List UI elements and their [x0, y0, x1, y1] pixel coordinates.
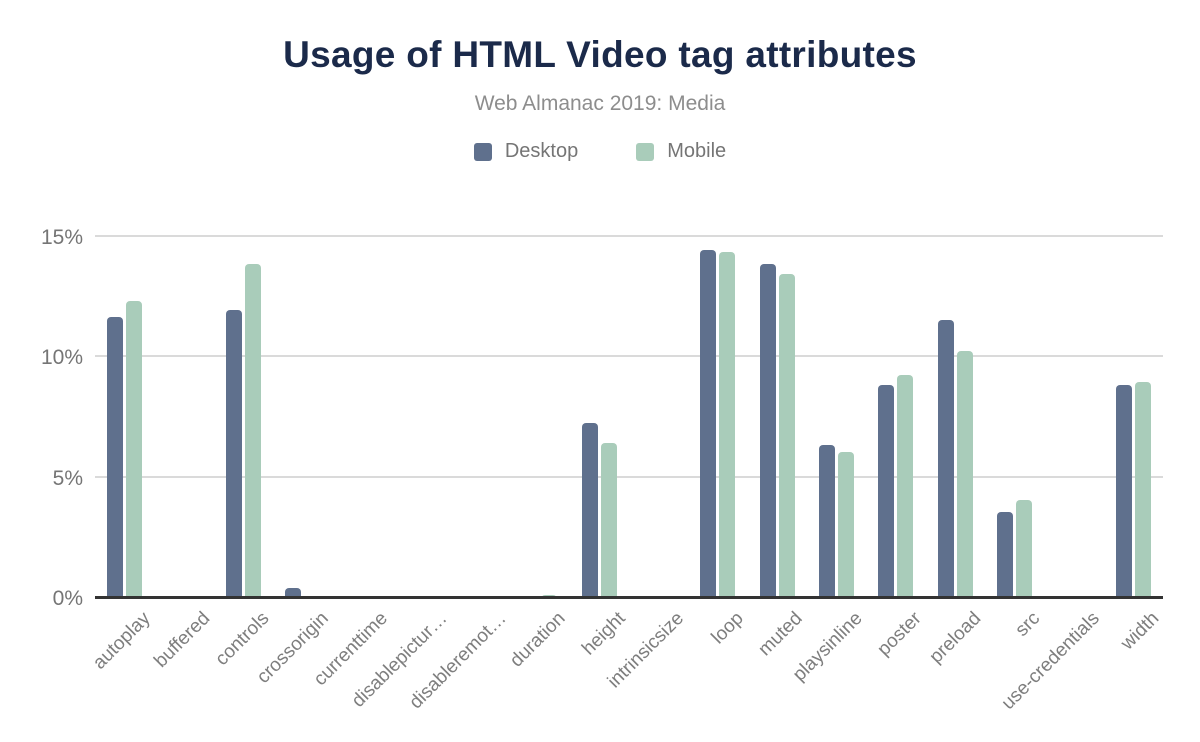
- bar-mobile-muted[interactable]: [778, 274, 795, 599]
- x-tick-label: buffered: [149, 608, 214, 672]
- gridline: [95, 355, 1163, 358]
- bar-group-controls: controls: [211, 238, 273, 670]
- bar-desktop-preload[interactable]: [937, 319, 954, 599]
- y-tick-label: 10%: [40, 346, 83, 370]
- bar-group-playsinline: playsinline: [789, 238, 866, 686]
- bar-desktop-src[interactable]: [997, 512, 1014, 599]
- bar-group-buffered: buffered: [150, 238, 214, 672]
- legend-label: Desktop: [504, 140, 579, 162]
- bar-group-crossorigin: crossorigin: [253, 238, 333, 688]
- bar-mobile-height[interactable]: [600, 442, 617, 599]
- x-tick-label: poster: [873, 608, 926, 661]
- legend-label: Mobile: [667, 140, 727, 162]
- bar-mobile-width[interactable]: [1134, 382, 1151, 599]
- bar-group-preload: preload: [925, 238, 985, 668]
- bar-mobile-autoplay[interactable]: [126, 300, 143, 599]
- legend: Desktop Mobile: [0, 140, 1200, 163]
- bar-group-muted: muted: [748, 238, 807, 660]
- bar-group-disablepictur: disablepictur…: [347, 238, 451, 712]
- x-axis-baseline: [95, 596, 1163, 599]
- y-tick-label: 0%: [52, 587, 83, 610]
- gridline: [95, 235, 1163, 237]
- bar-group-use-credentials: use-credentials: [998, 238, 1104, 714]
- x-tick-label: duration: [506, 608, 570, 672]
- chart-subtitle: Web Almanac 2019: Media: [474, 92, 726, 115]
- bar-desktop-height[interactable]: [581, 423, 598, 599]
- chart-figure: Usage of HTML Video tag attributes Web A…: [0, 34, 1200, 742]
- bar-desktop-width[interactable]: [1115, 384, 1132, 599]
- x-tick-label: src: [1011, 608, 1045, 641]
- bar-desktop-crossorigin[interactable]: [285, 588, 302, 599]
- bar-group-intrinsicsize: intrinsicsize: [604, 238, 688, 692]
- bar-mobile-loop[interactable]: [719, 252, 736, 599]
- x-tick-label: preload: [925, 608, 986, 668]
- x-tick-label: muted: [754, 608, 808, 661]
- bar-desktop-poster[interactable]: [878, 384, 895, 599]
- y-tick-label: 5%: [52, 466, 83, 490]
- bar-group-poster: poster: [866, 238, 926, 660]
- x-tick-label: autoplay: [88, 608, 155, 674]
- bar-mobile-preload[interactable]: [956, 351, 973, 599]
- bar-group-width: width: [1104, 238, 1163, 654]
- bar-group-src: src: [985, 238, 1044, 641]
- bar-mobile-src[interactable]: [1016, 500, 1033, 599]
- legend-swatch-desktop: [473, 142, 492, 161]
- bar-group-duration: duration: [506, 238, 570, 671]
- x-tick-label: loop: [707, 608, 748, 649]
- bar-groups: autoplay buffered controls crossorigin curre…: [89, 238, 1163, 714]
- gridline: [95, 475, 1163, 478]
- bar-group-height: height: [570, 238, 629, 659]
- bar-desktop-controls[interactable]: [225, 310, 242, 599]
- y-axis-labels: 15% 10% 5% 0%: [0, 226, 83, 610]
- bar-desktop-muted[interactable]: [759, 264, 776, 599]
- bar-mobile-poster[interactable]: [897, 375, 914, 599]
- bar-desktop-autoplay[interactable]: [107, 317, 124, 599]
- bar-group-currenttime: currenttime: [310, 238, 392, 690]
- bar-mobile-playsinline[interactable]: [838, 452, 855, 599]
- bar-mobile-controls[interactable]: [244, 264, 261, 599]
- chart-title: Usage of HTML Video tag attributes: [283, 34, 917, 75]
- x-tick-label: height: [577, 608, 630, 660]
- bar-group-disableremot: disableremot…: [405, 238, 510, 713]
- plot-area: autoplay buffered controls crossorigin curre…: [89, 235, 1163, 714]
- bar-desktop-playsinline[interactable]: [819, 444, 836, 599]
- legend-swatch-mobile: [636, 142, 655, 161]
- legend-item-mobile: Mobile: [636, 140, 726, 163]
- x-tick-label: width: [1116, 608, 1164, 655]
- bar-group-loop: loop: [688, 238, 748, 648]
- legend-item-desktop: Desktop: [473, 140, 579, 163]
- bar-desktop-loop[interactable]: [700, 250, 717, 599]
- bar-group-autoplay: autoplay: [89, 238, 155, 674]
- y-tick-label: 15%: [40, 226, 83, 249]
